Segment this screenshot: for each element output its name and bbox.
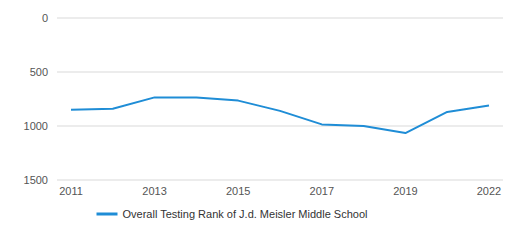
x-tick-label: 2022 [477,185,501,197]
y-tick-label: 500 [30,66,48,78]
y-tick-label: 0 [42,12,48,24]
grid-line [57,18,503,19]
x-tick-label: 2011 [59,185,83,197]
grid-line [57,180,503,181]
x-tick-label: 2017 [310,185,334,197]
x-tick-label: 2015 [226,185,250,197]
grid-line [57,126,503,127]
y-tick-label: 1000 [24,120,48,132]
y-tick-label: 1500 [24,174,48,186]
x-tick-label: 2013 [142,185,166,197]
legend-swatch [97,213,118,216]
grid-line [57,72,503,73]
plot-area [71,97,489,133]
chart-container: 0 500 1000 1500 2011 2013 2015 2017 2019 2022 Over… [0,0,524,230]
legend-label: Overall Testing Rank of J.d. Meisler Mid… [123,208,368,220]
legend: Overall Testing Rank of J.d. Meisler Mid… [97,208,368,220]
x-tick-label: 2019 [393,185,417,197]
series-line [71,97,489,133]
chart-svg: 0 500 1000 1500 2011 2013 2015 2017 2019 2022 Over… [0,0,524,230]
